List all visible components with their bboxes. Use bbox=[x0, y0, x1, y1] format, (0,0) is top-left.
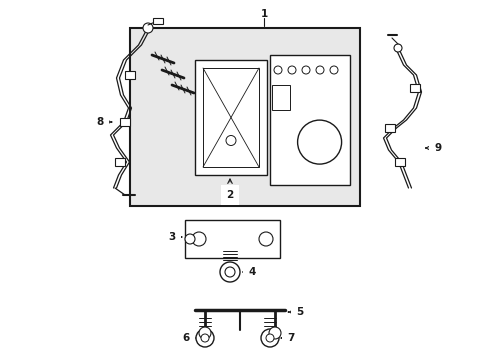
Bar bbox=[394, 158, 404, 166]
Bar bbox=[409, 84, 419, 92]
Text: 4: 4 bbox=[243, 267, 255, 277]
Circle shape bbox=[287, 66, 295, 74]
Circle shape bbox=[220, 262, 240, 282]
Circle shape bbox=[259, 232, 272, 246]
Text: 9: 9 bbox=[425, 143, 441, 153]
Bar bbox=[153, 18, 163, 24]
Bar bbox=[203, 68, 259, 167]
Bar bbox=[115, 158, 125, 166]
Circle shape bbox=[265, 334, 273, 342]
Circle shape bbox=[261, 329, 279, 347]
Circle shape bbox=[199, 327, 210, 339]
Bar bbox=[384, 124, 394, 132]
Circle shape bbox=[393, 44, 401, 52]
Circle shape bbox=[184, 234, 195, 244]
Bar bbox=[120, 118, 130, 126]
Bar bbox=[271, 85, 289, 110]
Bar bbox=[269, 55, 349, 185]
Circle shape bbox=[196, 329, 214, 347]
Bar bbox=[184, 220, 280, 258]
Text: 6: 6 bbox=[182, 333, 195, 343]
Bar bbox=[195, 60, 266, 175]
Circle shape bbox=[329, 66, 337, 74]
Circle shape bbox=[315, 66, 324, 74]
Bar bbox=[130, 28, 359, 206]
Text: 5: 5 bbox=[288, 307, 303, 317]
Circle shape bbox=[142, 23, 153, 33]
Text: 7: 7 bbox=[281, 333, 294, 343]
Bar bbox=[125, 71, 135, 79]
Circle shape bbox=[224, 267, 235, 277]
Circle shape bbox=[225, 135, 236, 145]
Text: 8: 8 bbox=[96, 117, 111, 127]
Circle shape bbox=[297, 120, 341, 164]
Circle shape bbox=[201, 334, 208, 342]
Circle shape bbox=[273, 66, 282, 74]
Circle shape bbox=[192, 232, 205, 246]
Text: 3: 3 bbox=[168, 232, 182, 242]
Text: 1: 1 bbox=[260, 9, 267, 19]
Circle shape bbox=[268, 327, 281, 339]
Text: 2: 2 bbox=[226, 179, 233, 200]
Circle shape bbox=[302, 66, 309, 74]
